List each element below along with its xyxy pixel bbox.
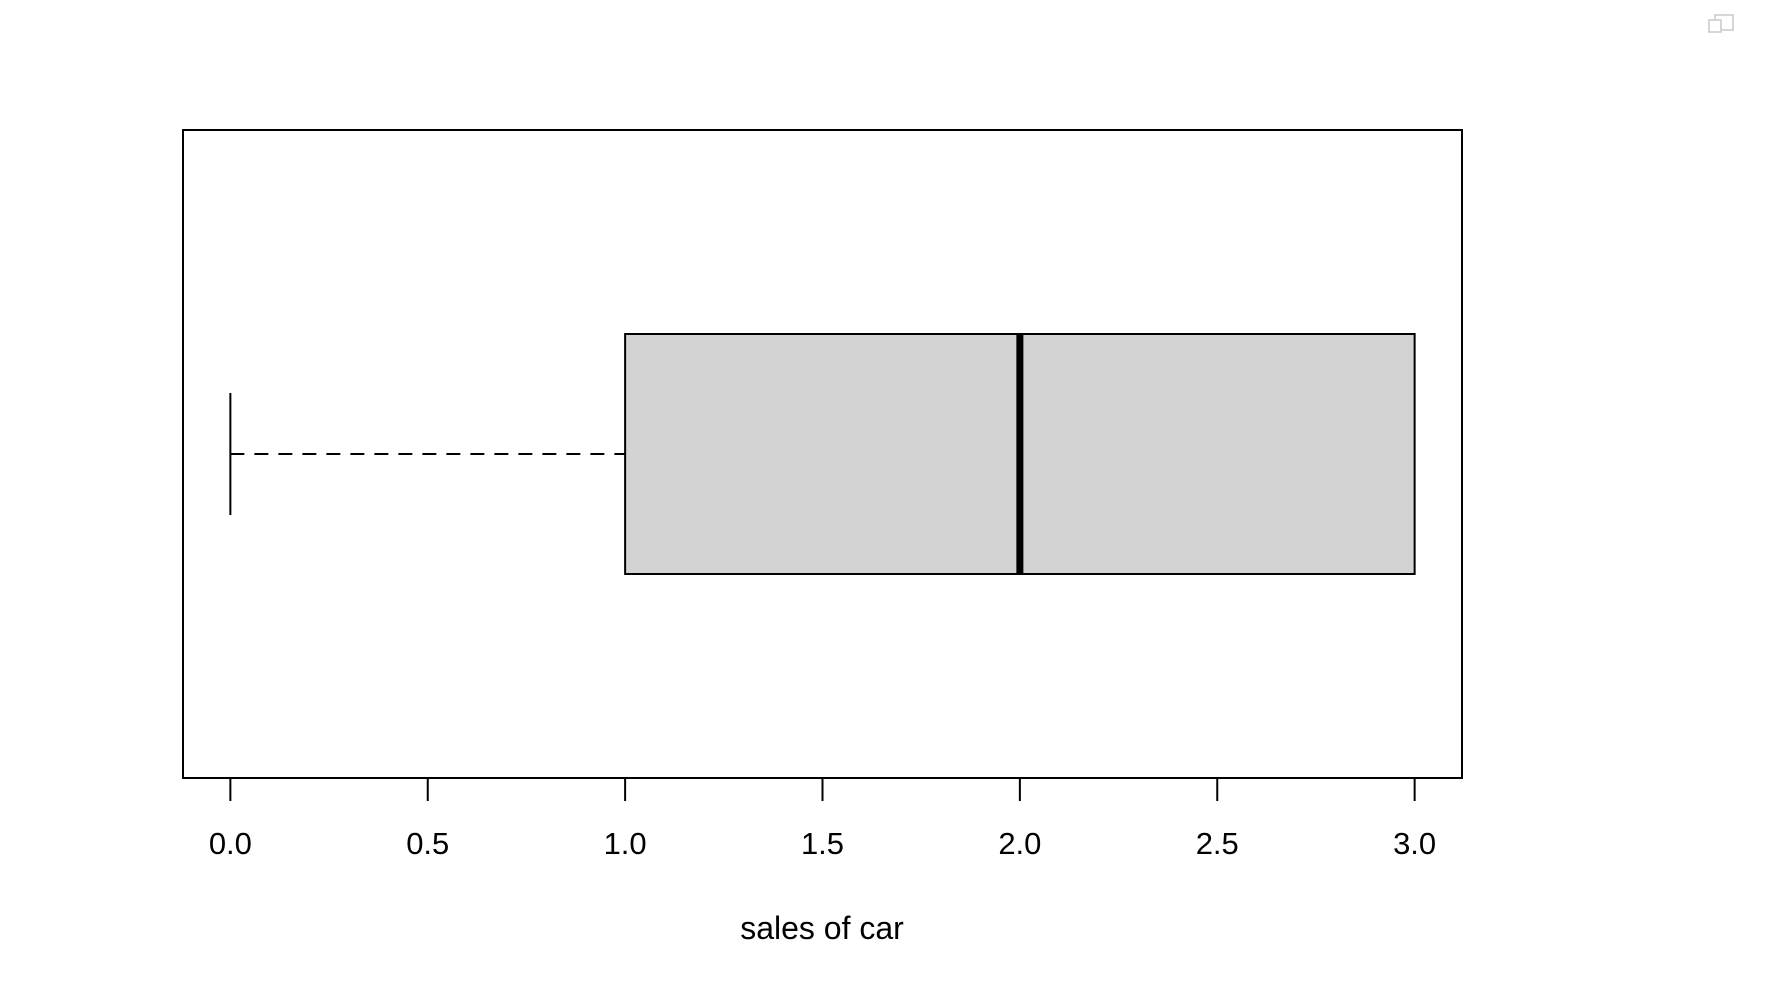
x-tick-label: 0.5 (406, 826, 449, 861)
x-tick-label: 2.0 (998, 826, 1041, 861)
x-tick-label: 0.0 (209, 826, 252, 861)
x-tick-label: 1.5 (801, 826, 844, 861)
window-restore-icon[interactable] (1707, 14, 1735, 34)
x-axis-ticks: 0.0 0.5 1.0 1.5 2.0 2.5 3.0 (209, 778, 1436, 861)
box-marks (229, 333, 1416, 575)
x-axis-title: sales of car (740, 910, 904, 946)
x-tick-label: 3.0 (1393, 826, 1436, 861)
x-tick-label: 1.0 (604, 826, 647, 861)
x-tick-label: 2.5 (1196, 826, 1239, 861)
